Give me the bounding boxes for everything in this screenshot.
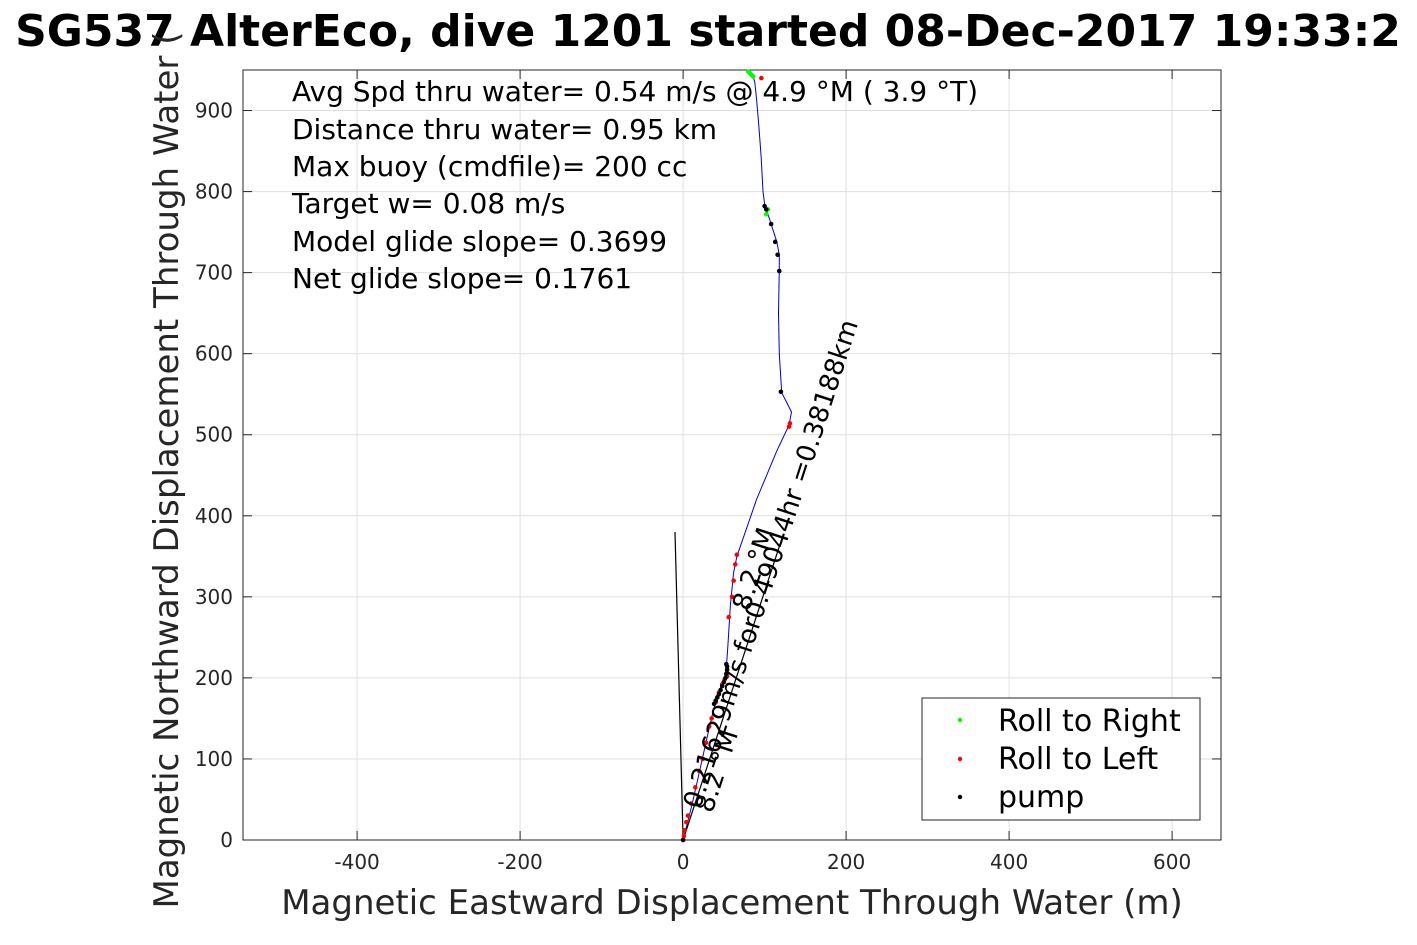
- data-point-roll-to-left: [681, 833, 687, 839]
- data-point-roll-to-left: [729, 594, 735, 600]
- data-point-roll-to-left: [726, 614, 732, 620]
- info-net-glide-slope: Net glide slope= 0.1761: [292, 262, 632, 295]
- data-point-roll-to-left: [703, 740, 709, 746]
- legend-marker-pump: [957, 794, 963, 800]
- x-tick-label: 0: [677, 850, 690, 874]
- data-point-pump: [772, 239, 778, 245]
- legend-box: [921, 697, 1201, 821]
- data-point-roll-to-left: [697, 768, 702, 774]
- data-point-roll-to-left: [684, 819, 689, 825]
- y-tick-label: 700: [195, 261, 233, 285]
- data-point-pump: [719, 683, 725, 689]
- x-tick-label: 400: [990, 850, 1028, 874]
- data-point-pump: [718, 687, 723, 693]
- data-point-roll-to-left: [734, 552, 740, 557]
- data-point-roll-to-left: [759, 75, 764, 81]
- x-tick-label: 200: [827, 850, 865, 874]
- data-point-pump: [723, 675, 728, 681]
- data-point-roll-to-left: [732, 562, 738, 567]
- info-max-buoy: Max buoy (cmdfile)= 200 cc: [292, 150, 687, 183]
- data-layer: [674, 69, 793, 843]
- legend-label-roll-left: Roll to Left: [998, 742, 1158, 777]
- data-point-pump: [680, 837, 686, 843]
- plot-area-frame: [242, 69, 1222, 841]
- y-tick-label: 0: [220, 828, 233, 852]
- y-tick-label: 400: [195, 504, 233, 528]
- data-point-pump: [723, 661, 729, 667]
- legend-marker-roll-right: [957, 717, 963, 723]
- data-point-roll-to-left: [700, 756, 705, 762]
- glide-reference-line: [674, 531, 684, 841]
- data-point-pump: [721, 679, 727, 685]
- y-tick-label: 900: [195, 99, 233, 123]
- data-point-pump: [775, 252, 780, 258]
- legend: Roll to Right Roll to Left pump: [921, 697, 1201, 821]
- dive-info-block: Avg Spd thru water= 0.54 m/s @ 4.9 °M ( …: [291, 75, 978, 295]
- data-point-pump: [778, 389, 784, 395]
- data-point-roll-to-left: [787, 421, 793, 426]
- data-point-roll-to-left: [731, 578, 736, 583]
- x-axis-label: Magnetic Eastward Displacement Through W…: [281, 883, 1183, 923]
- legend-label-roll-right: Roll to Right: [998, 704, 1181, 739]
- info-distance: Distance thru water= 0.95 km: [292, 113, 717, 146]
- y-tick-label: 800: [195, 180, 233, 204]
- y-tick-label: 200: [195, 666, 233, 690]
- info-model-glide-slope: Model glide slope= 0.3699: [292, 225, 667, 258]
- data-point-roll-to-left: [682, 827, 688, 833]
- data-point-pump: [768, 221, 774, 227]
- x-tick-label: -200: [497, 850, 542, 874]
- data-point-roll-to-left: [709, 716, 714, 721]
- x-tick-label: -400: [334, 850, 379, 874]
- data-point-pump: [762, 203, 767, 209]
- dive-track-line: [682, 73, 793, 841]
- y-tick-label: 300: [195, 585, 233, 609]
- data-point-roll-to-left: [688, 801, 694, 806]
- y-tick-label: 500: [195, 423, 233, 447]
- legend-label-pump: pump: [998, 780, 1084, 815]
- data-point-roll-to-left: [693, 785, 698, 790]
- y-tick-label: 600: [195, 342, 233, 366]
- info-avg-speed: Avg Spd thru water= 0.54 m/s @ 4.9 °M ( …: [292, 75, 978, 108]
- axis-ticks: -400 -200 0 200 400 600 0 100 200 300 400 500 600 700…: [195, 70, 1221, 874]
- data-point-pump: [776, 268, 782, 274]
- x-tick-label: 600: [1153, 850, 1191, 874]
- data-point-pump: [716, 691, 722, 697]
- chart-title: SG537 AlterEco, dive 1201 started 08-Dec…: [15, 6, 1401, 57]
- legend-marker-roll-left: [957, 756, 963, 762]
- data-point-pump: [724, 667, 730, 673]
- data-point-roll-to-right: [763, 211, 769, 217]
- data-point-roll-to-left: [706, 724, 712, 729]
- y-axis-label: Magnetic Northward Displacement Through …: [147, 32, 187, 909]
- data-point-pump: [723, 671, 729, 677]
- data-point-roll-to-right: [750, 74, 756, 79]
- glide-reference-line: [682, 546, 780, 841]
- info-target-w: Target w= 0.08 m/s: [291, 187, 565, 220]
- y-tick-label: 100: [195, 747, 233, 771]
- data-point-roll-to-left: [685, 813, 691, 818]
